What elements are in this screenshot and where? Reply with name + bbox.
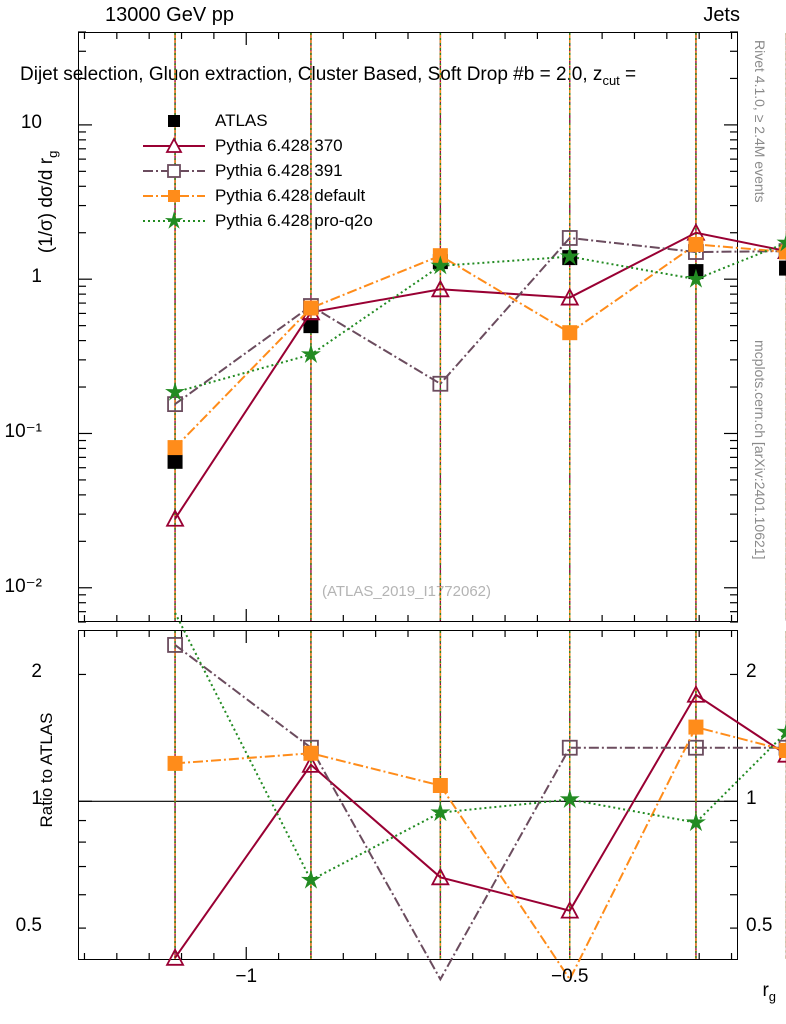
data-marker — [685, 812, 706, 832]
data-marker — [560, 900, 580, 919]
x-tick-label: −1 — [235, 966, 258, 987]
legend-key-star-icon — [143, 210, 205, 231]
header-collision-info: 13000 GeV pp — [105, 4, 234, 26]
data-marker — [430, 867, 450, 886]
data-marker — [779, 260, 786, 276]
data-marker — [559, 246, 580, 266]
data-marker — [301, 754, 321, 773]
data-marker — [167, 453, 183, 469]
legend-key-triangle-open-icon — [143, 136, 205, 156]
data-marker — [300, 344, 321, 363]
ratio-y-tick-label-right: 0.5 — [746, 915, 773, 937]
ratio-y-tick-label: 0.5 — [15, 915, 42, 937]
series-line — [174, 612, 786, 882]
data-marker — [685, 268, 706, 288]
header-analysis-type: Jets — [703, 4, 740, 26]
data-marker — [686, 684, 706, 703]
legend-item[interactable]: Pythia 6.428 pro-q2o — [143, 208, 373, 233]
x-axis-label-subscript: g — [768, 988, 776, 1004]
x-tick-label: −0.5 — [550, 966, 589, 987]
series-line — [174, 236, 786, 405]
series-line — [174, 693, 786, 959]
x-axis-label: rg — [762, 980, 776, 1004]
data-marker — [561, 230, 578, 246]
data-marker — [561, 739, 578, 756]
main-y-tick-label: 1 — [31, 266, 42, 288]
data-marker — [776, 234, 786, 252]
main-y-tick-label: 10 — [20, 111, 42, 133]
data-marker — [303, 745, 319, 761]
legend-key-square-filled-icon — [143, 186, 205, 206]
data-marker — [688, 739, 704, 756]
plot-caption-subscript: cut — [602, 72, 620, 88]
legend-key-square-open-icon — [143, 161, 205, 181]
series-line — [174, 243, 786, 449]
legend-item[interactable]: Pythia 6.428 370 — [143, 133, 373, 158]
legend-label: Pythia 6.428 370 — [215, 135, 343, 155]
legend: ATLAS Pythia 6.428 370 Pythia 6.428 391 Pyt… — [143, 108, 373, 233]
legend-label: ATLAS — [215, 110, 268, 130]
data-marker — [688, 719, 704, 735]
main-y-tick-label: 10⁻² — [4, 575, 43, 597]
data-marker — [167, 755, 183, 771]
ratio-y-tick-label: 1 — [31, 788, 42, 810]
ratio-y-tick-label: 2 — [31, 661, 42, 683]
data-marker — [779, 742, 786, 758]
x-axis-label-text: r — [762, 980, 769, 1001]
legend-label: Pythia 6.428 default — [215, 185, 366, 205]
analysis-id-watermark: (ATLAS_2019_I1772062) — [322, 583, 492, 600]
ratio-y-tick-label-right: 1 — [746, 788, 757, 810]
legend-item[interactable]: Pythia 6.428 default — [143, 183, 373, 208]
data-marker — [303, 300, 319, 316]
legend-label: Pythia 6.428 pro-q2o — [215, 210, 373, 230]
data-marker — [167, 396, 183, 413]
data-marker — [559, 788, 580, 808]
data-marker — [300, 869, 321, 889]
data-marker — [430, 279, 450, 298]
series-line — [174, 725, 786, 982]
data-marker — [165, 947, 185, 966]
data-marker — [432, 778, 448, 794]
data-marker — [165, 508, 185, 527]
data-marker — [167, 440, 183, 456]
series-line — [174, 644, 786, 982]
data-marker — [688, 236, 704, 252]
data-marker — [167, 637, 183, 653]
legend-item[interactable]: Pythia 6.428 391 — [143, 158, 373, 183]
main-y-tick-label: 10⁻¹ — [4, 421, 43, 443]
data-marker — [432, 375, 449, 392]
data-marker — [779, 244, 786, 260]
data-marker — [165, 381, 186, 401]
data-marker — [430, 255, 451, 275]
data-marker — [562, 325, 578, 341]
legend-key-square-filled-icon — [143, 111, 205, 131]
legend-item[interactable]: ATLAS — [143, 108, 373, 133]
plot-caption-tail: = — [619, 64, 637, 85]
data-marker — [430, 802, 451, 822]
data-marker — [776, 723, 786, 741]
legend-label: Pythia 6.428 391 — [215, 160, 343, 180]
data-marker — [560, 287, 580, 306]
ratio-y-tick-label-right: 2 — [746, 661, 757, 683]
